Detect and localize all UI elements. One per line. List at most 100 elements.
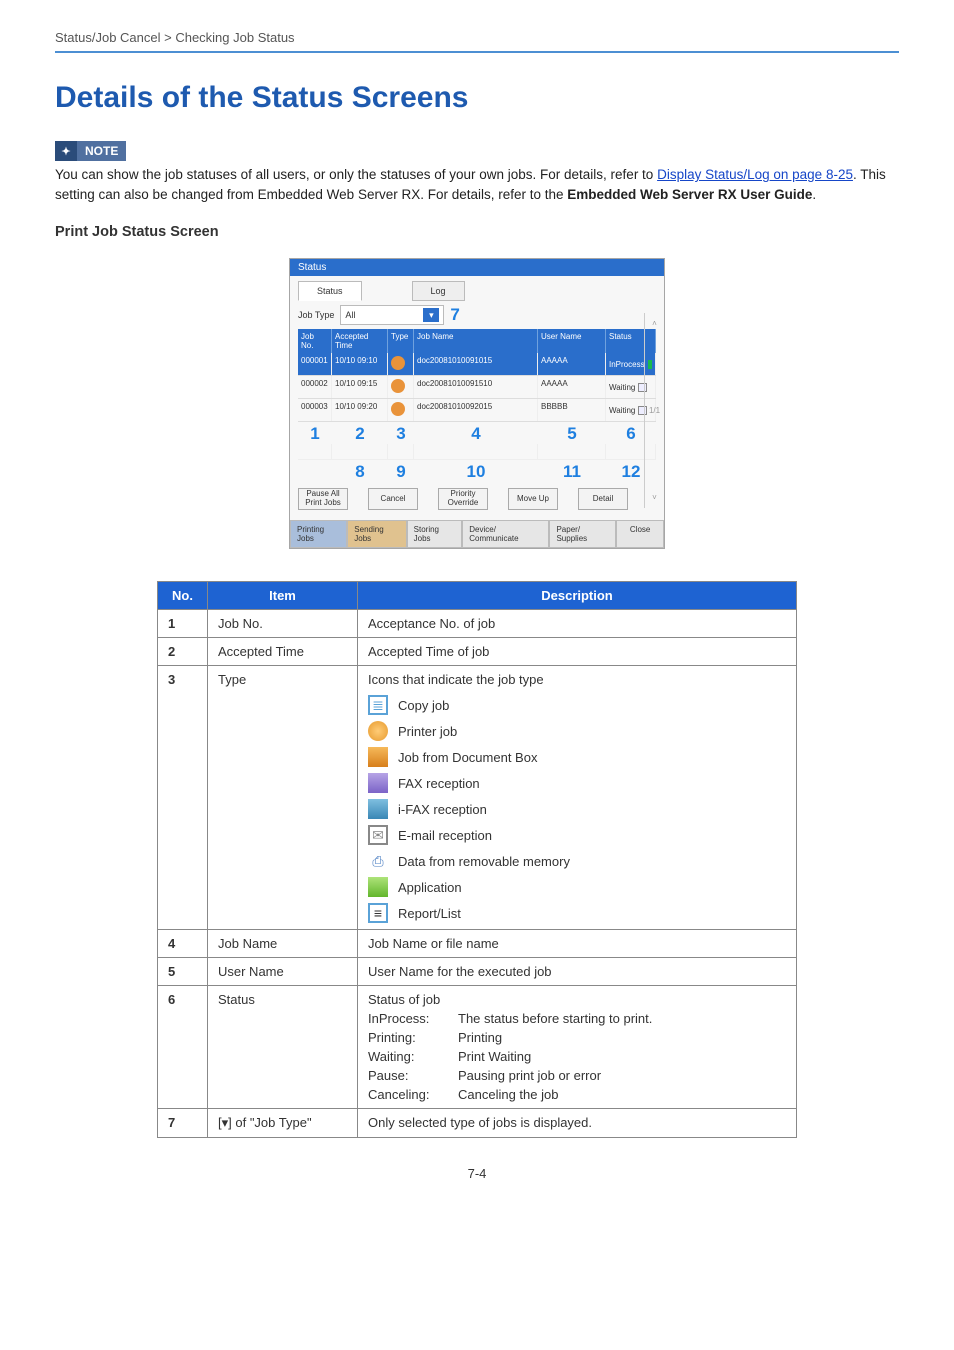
note-link[interactable]: Display Status/Log on page 8-25 [657,167,853,182]
jt-app: Application [398,880,462,895]
marker-1: 1 [310,424,319,444]
marker-9: 9 [396,462,405,482]
chevron-down-icon[interactable]: ▾ [423,308,439,322]
marker-6: 6 [626,424,635,444]
r3-item: Type [208,666,358,930]
top-rule [55,51,899,53]
moveup-button[interactable]: Move Up [508,488,558,510]
note-suffix: . [812,187,816,202]
jobtype-value: All [345,310,355,320]
col-headers: Job No. Accepted Time Type Job Name User… [298,329,656,353]
page-title: Details of the Status Screens [55,81,899,115]
status-screen: Status Status Log Job Type All ▾ 7 Job N… [289,258,665,549]
note-body: You can show the job statuses of all use… [55,165,899,204]
marker-12: 12 [622,462,641,482]
marker-2: 2 [355,424,364,444]
r1-name: doc20081010091015 [414,353,538,375]
r3-top: Icons that indicate the job type [368,672,544,687]
down-icon[interactable]: ˅ [652,493,657,502]
desc-row-6: 6 Status Status of job InProcess:The sta… [158,986,797,1109]
r3-name: doc20081010092015 [414,399,538,421]
desc-row-5: 5 User Name User Name for the executed j… [158,958,797,986]
jt-rep: Report/List [398,906,461,921]
up-icon[interactable]: ˄ [652,319,657,328]
row-3[interactable]: 000003 10/10 09:20 doc20081010092015 BBB… [298,399,656,422]
close-button[interactable]: Close [616,520,664,548]
marker-5: 5 [567,424,576,444]
jobtype-row: Job Type All ▾ 7 [290,301,664,329]
r1-user: AAAAA [538,353,606,375]
head-name: Job Name [414,329,538,353]
r5-desc: User Name for the executed job [358,958,797,986]
description-table: No. Item Description 1 Job No. Acceptanc… [157,581,797,1138]
row-1[interactable]: 000001 10/10 09:10 doc20081010091015 AAA… [298,353,656,376]
jobtype-select[interactable]: All ▾ [340,305,444,325]
usb-icon: ⎙ [368,851,388,871]
th-desc: Description [358,582,797,610]
sv-print: Printing [458,1030,786,1045]
app-icon [368,877,388,897]
r3-time: 10/10 09:20 [332,399,388,421]
note-text: NOTE [77,142,126,160]
jt-ifax: i-FAX reception [398,802,487,817]
pause-button[interactable]: Pause All Print Jobs [298,488,348,510]
desc-row-1: 1 Job No. Acceptance No. of job [158,610,797,638]
r6-top: Status of job [368,992,440,1007]
note-box: ✦ NOTE You can show the job statuses of … [55,141,899,204]
page-number: 7-4 [55,1166,899,1181]
desc-row-7: 7 [▾] of "Job Type" Only selected type o… [158,1109,797,1138]
printer-icon [368,721,388,741]
copy-icon: ≣ [368,695,388,715]
priority-button[interactable]: Priority Override [438,488,488,510]
tab-log[interactable]: Log [412,281,465,301]
row-2[interactable]: 000002 10/10 09:15 doc20081010091510 AAA… [298,376,656,399]
tab-status[interactable]: Status [298,281,362,301]
note-label: ✦ NOTE [55,141,126,161]
marker-3: 3 [396,424,405,444]
jobtype-label: Job Type [298,310,334,320]
tab-paper[interactable]: Paper/ Supplies [549,520,616,548]
tab-printing[interactable]: Printing Jobs [290,520,347,548]
r3-no: 3 [168,672,175,687]
sv-wait: Print Waiting [458,1049,786,1064]
tab-sending[interactable]: Sending Jobs [347,520,406,548]
sk-print: Printing: [368,1030,458,1045]
r2-type-icon [388,376,414,398]
detail-button[interactable]: Detail [578,488,628,510]
sv-inproc: The status before starting to print. [458,1011,786,1026]
sk-inproc: InProcess: [368,1011,458,1026]
r2-no: 000002 [298,376,332,398]
jt-mail: E-mail reception [398,828,492,843]
r4-desc: Job Name or file name [358,930,797,958]
r5-no: 5 [168,964,175,979]
action-buttons: Pause All Print Jobs Cancel Priority Ove… [290,482,664,520]
r2-no: 2 [168,644,175,659]
ifax-icon [368,799,388,819]
r3-user: BBBBB [538,399,606,421]
marker-11: 11 [563,462,581,482]
markers-top: 1 2 3 4 5 6 [298,424,656,444]
r1-no: 000001 [298,353,332,375]
note-icon: ✦ [55,141,77,161]
r6-item: Status [208,986,358,1109]
head-jobno: Job No. [298,329,332,353]
dummy-row [298,444,656,460]
note-prefix: You can show the job statuses of all use… [55,167,657,182]
r1-type-icon [388,353,414,375]
r2-time: 10/10 09:15 [332,376,388,398]
r3-desc: Icons that indicate the job type ≣Copy j… [358,666,797,930]
r7-item: [▾] of "Job Type" [208,1109,358,1138]
r6-no: 6 [168,992,175,1007]
r2-item: Accepted Time [208,638,358,666]
desc-row-4: 4 Job Name Job Name or file name [158,930,797,958]
tab-storing[interactable]: Storing Jobs [407,520,463,548]
note-bold: Embedded Web Server RX User Guide [567,187,812,202]
bottom-tabs: Printing Jobs Sending Jobs Storing Jobs … [290,520,664,548]
tab-device[interactable]: Device/ Communicate [462,520,549,548]
sv-pause: Pausing print job or error [458,1068,786,1083]
markers-bottom: 8 9 10 11 12 [298,462,656,482]
cancel-button[interactable]: Cancel [368,488,418,510]
sk-pause: Pause: [368,1068,458,1083]
r2-user: AAAAA [538,376,606,398]
upper-tabs: Status Log [290,276,664,301]
